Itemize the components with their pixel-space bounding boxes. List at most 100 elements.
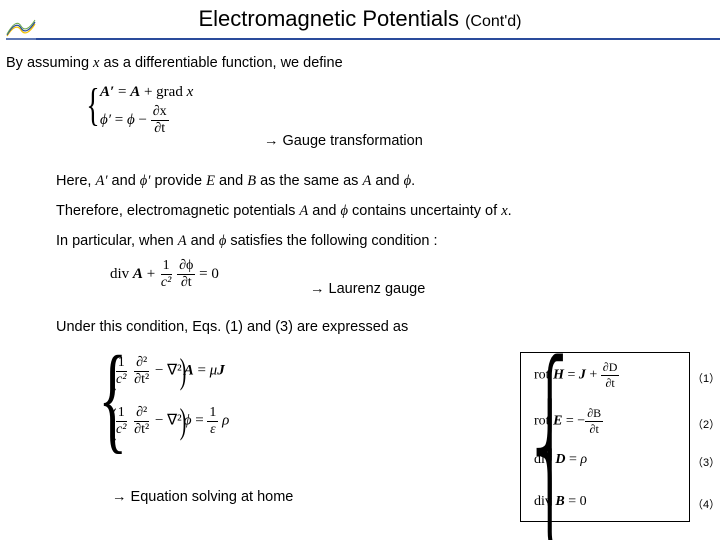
mx1-plus: +	[586, 368, 601, 383]
wave1-fd-b: ∂t²	[132, 372, 151, 388]
wave2-f-t: 1	[207, 405, 218, 422]
laurenz-label: → Laurenz gauge	[310, 280, 425, 298]
wave2-fd-b: ∂t²	[132, 422, 151, 438]
eq-num-2: （2）	[692, 416, 720, 432]
gauge-eq2-lhs: ϕ′	[100, 112, 111, 128]
laurenz-div: div	[110, 266, 133, 282]
page-title: Electromagnetic Potentials (Cont'd)	[199, 6, 522, 32]
gauge-eq2-frac-bot: ∂t	[152, 121, 167, 137]
mx1-ft: ∂D	[601, 360, 620, 376]
here-and2: and	[215, 173, 247, 189]
wave2-fc-t: 1	[116, 405, 127, 422]
inpart-2: satisfies the following condition :	[226, 233, 437, 249]
here-mid: provide	[150, 173, 206, 189]
gauge-eq2-rhs-b: −	[135, 112, 151, 128]
gauge-label: → Gauge transformation	[264, 132, 423, 150]
laurenz-f2-top: ∂ϕ	[177, 258, 195, 275]
laurenz-f1-bot: c²	[159, 275, 173, 291]
here-1: Here,	[56, 173, 96, 189]
here-B: B	[247, 173, 256, 189]
inparticular-line: In particular, when A and ϕ satisfies th…	[56, 232, 438, 250]
therefore-phi: ϕ	[341, 203, 349, 219]
wave1-eq: =	[194, 362, 210, 378]
gauge-arrow-icon: →	[264, 133, 283, 149]
mx1-J: J	[579, 368, 586, 383]
mx4-mid: = 0	[565, 494, 587, 509]
here-mid2: as the same as	[256, 173, 362, 189]
wave1-rp: )	[179, 350, 186, 392]
wave-eq2: (1c² ∂²∂t² − ∇²)ϕ = 1ε ρ	[112, 400, 229, 442]
here-phi2: ϕ	[404, 173, 412, 189]
solve-text: Equation solving at home	[131, 489, 294, 505]
gauge-eq1-eq: =	[114, 84, 130, 100]
here-and3: and	[371, 173, 403, 189]
here-and1: and	[108, 173, 140, 189]
intro-prefix: By assuming	[6, 55, 93, 71]
mx3-mid: =	[566, 452, 581, 467]
intro-line: By assuming x as a differentiable functi…	[6, 54, 343, 72]
inpart-and: and	[187, 233, 219, 249]
gauge-eq2-rhs-a: ϕ	[127, 112, 135, 128]
mx1-fb: ∂t	[603, 376, 616, 391]
brace-maxwell-bot: ⎩	[533, 466, 567, 540]
gauge-eq2: ϕ′ = ϕ − ∂x∂t	[100, 104, 169, 137]
wave2-fd-t: ∂²	[134, 405, 149, 422]
mx2-fb: ∂t	[588, 422, 601, 437]
gauge-eq1-rhs-a: A	[130, 84, 140, 100]
title-underline	[36, 38, 720, 40]
therefore-end: .	[508, 203, 512, 219]
here-line: Here, A′ and ϕ′ provide E and B as the s…	[56, 172, 415, 190]
gauge-eq2-frac-top: ∂x	[151, 104, 169, 121]
wave2-minus: − ∇²	[151, 412, 182, 428]
therefore-1: Therefore, electromagnetic potentials	[56, 203, 299, 219]
title-main: Electromagnetic Potentials	[199, 6, 466, 31]
wave2-lp: (	[110, 400, 117, 442]
wave2-rp: )	[179, 400, 186, 442]
gauge-eq2-eq: =	[111, 112, 127, 128]
laurenz-f1-top: 1	[161, 258, 172, 275]
wave1-lp: (	[110, 350, 117, 392]
inpart-A: A	[178, 233, 187, 249]
solve-arrow-icon: →	[112, 489, 131, 505]
title-sub: (Cont'd)	[465, 13, 521, 30]
laurenz-A: A	[133, 266, 143, 282]
here-end: .	[411, 173, 415, 189]
mx2-ft: ∂B	[585, 406, 603, 422]
wave1-fd-t: ∂²	[134, 355, 149, 372]
solve-line: → Equation solving at home	[112, 488, 293, 506]
laurenz-label-text: Laurenz gauge	[329, 281, 426, 297]
therefore-A: A	[299, 203, 308, 219]
inpart-1: In particular, when	[56, 233, 178, 249]
therefore-and: and	[308, 203, 340, 219]
here-A2: A	[362, 173, 371, 189]
laurenz-f2-bot: ∂t	[179, 275, 194, 291]
therefore-2: contains uncertainty of	[348, 203, 501, 219]
gauge-eq1: A′ = A + grad x	[100, 84, 193, 101]
wave1-fc-t: 1	[116, 355, 127, 372]
here-A: A′	[96, 173, 108, 189]
here-E: E	[206, 173, 215, 189]
here-phi: ϕ′	[140, 173, 151, 189]
wave2-f-b: ε	[208, 422, 218, 438]
wave2-eq: =	[191, 412, 207, 428]
wave1-minus: − ∇²	[151, 362, 182, 378]
therefore-line: Therefore, electromagnetic potentials A …	[56, 202, 512, 220]
laurenz-plus: +	[143, 266, 159, 282]
eq-num-3: （3）	[692, 454, 720, 470]
wave1-J: J	[217, 362, 225, 378]
laurenz-eqz: = 0	[195, 266, 218, 282]
gauge-eq1-rhs-c: x	[187, 84, 194, 100]
wave-eq1: (1c² ∂²∂t² − ∇²)A = μJ	[112, 350, 225, 392]
eq-num-4: （4）	[692, 496, 720, 512]
gauge-eq1-lhs: A′	[100, 84, 114, 100]
gauge-label-text: Gauge transformation	[283, 133, 423, 149]
wave2-rho: ρ	[218, 412, 229, 428]
gauge-eq1-rhs-b: + grad	[140, 84, 186, 100]
slide-root: Electromagnetic Potentials (Cont'd) By a…	[0, 0, 720, 540]
mx3-rho: ρ	[580, 452, 587, 467]
intro-suffix: as a differentiable function, we define	[99, 55, 342, 71]
eq-num-1: （1）	[692, 370, 720, 386]
title-wrap: Electromagnetic Potentials (Cont'd)	[0, 6, 720, 32]
brace-gauge: {	[86, 78, 99, 131]
laurenz-eq: div A + 1c² ∂ϕ∂t = 0	[110, 258, 219, 291]
